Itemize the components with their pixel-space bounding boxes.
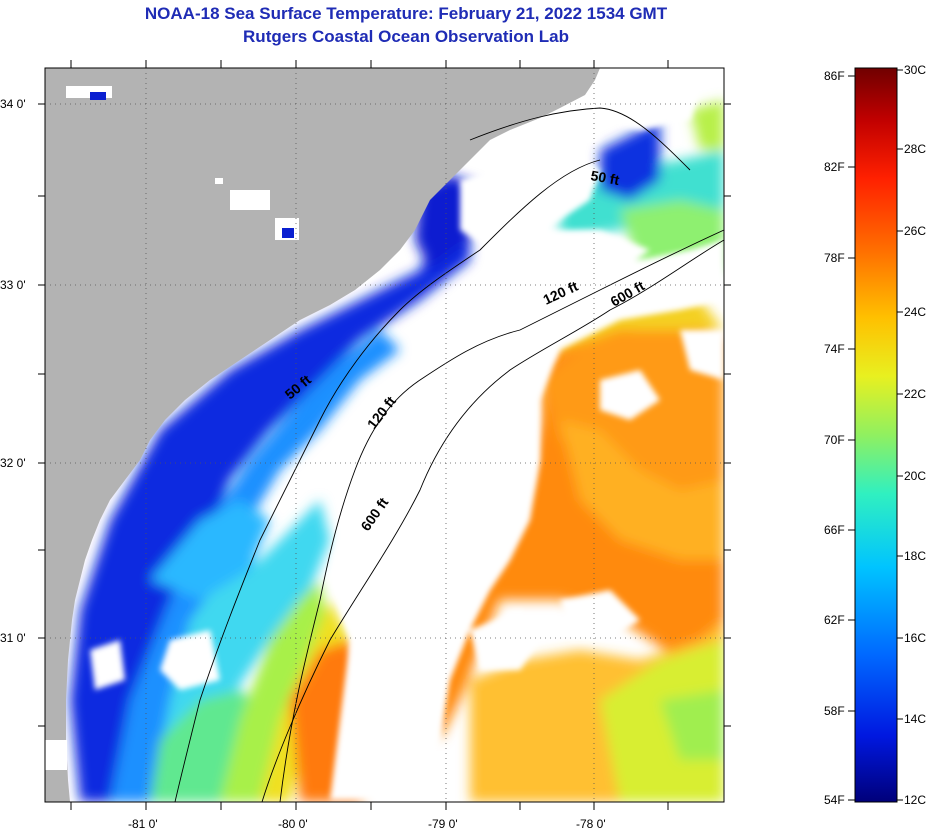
depth-contours [174, 107, 724, 802]
colorbar-f-label: 66F [824, 523, 845, 537]
colorbar-f-label: 78F [824, 251, 845, 265]
lon-label-80: -80 0' [278, 817, 308, 831]
graticule [45, 68, 724, 802]
map-subtitle: Rutgers Coastal Ocean Observation Lab [243, 27, 569, 46]
lat-label-33: 33 0' [0, 278, 26, 292]
tick-marks [38, 60, 731, 810]
contour-label-50ft-north: 50 ft [589, 167, 620, 188]
colorbar-c-label: 14C [904, 712, 927, 726]
map-frame [44, 67, 725, 803]
map-title: NOAA-18 Sea Surface Temperature: Februar… [144, 4, 668, 23]
colorbar [854, 67, 898, 803]
land-area [45, 68, 600, 802]
colorbar-f-label: 82F [824, 160, 845, 174]
colorbar-c-label: 20C [904, 469, 927, 483]
colorbar-f-label: 58F [824, 704, 845, 718]
lat-label-31: 31 0' [0, 631, 26, 645]
colorbar-c-label: 28C [904, 142, 927, 156]
colorbar-c-label: 12C [904, 793, 927, 807]
colorbar-f-label: 74F [824, 342, 845, 356]
lon-label-78: -78 0' [576, 817, 606, 831]
colorbar-c-label: 26C [904, 224, 927, 238]
cloud-mask [90, 80, 724, 800]
colorbar-c-label: 16C [904, 631, 927, 645]
colorbar-f-label: 70F [824, 433, 845, 447]
colorbar-c-label: 18C [904, 549, 927, 563]
lat-label-34: 34 0' [0, 97, 26, 111]
lat-label-32: 32 0' [0, 456, 26, 470]
colorbar-f-label: 54F [824, 793, 845, 807]
colorbar-f-label: 62F [824, 613, 845, 627]
colorbar-c-label: 22C [904, 387, 927, 401]
colorbar-ticks [848, 69, 903, 801]
colorbar-f-label: 86F [824, 69, 845, 83]
colorbar-c-label: 24C [904, 305, 927, 319]
lon-label-81: -81 0' [128, 817, 158, 831]
lon-label-79: -79 0' [428, 817, 458, 831]
colorbar-c-label: 30C [904, 63, 927, 77]
